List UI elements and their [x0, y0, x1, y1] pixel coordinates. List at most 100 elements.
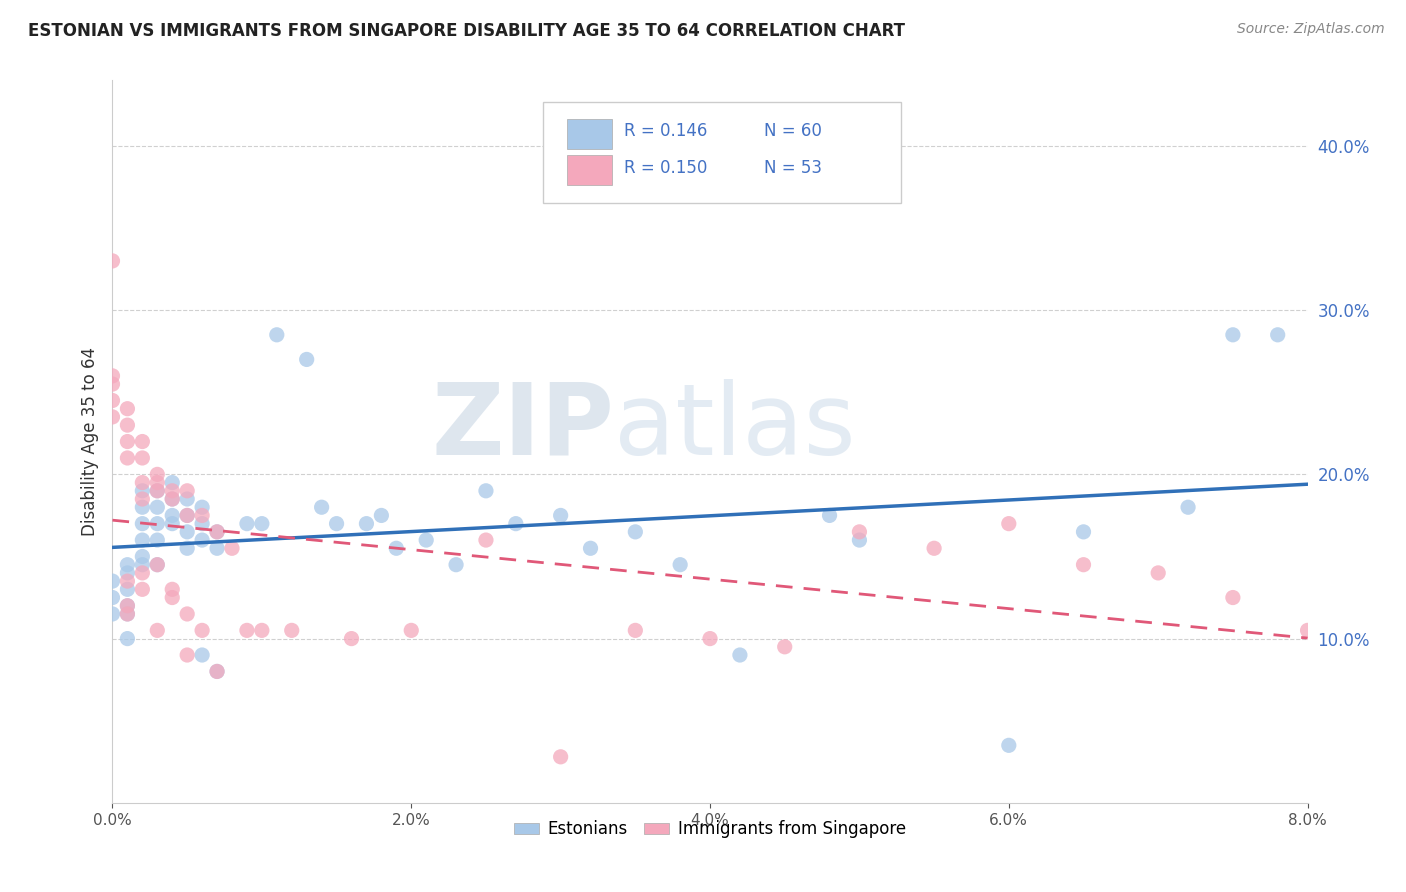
Point: [221, 541, 243, 556]
Point: [550, 508, 572, 523]
Point: [162, 483, 183, 498]
Point: [176, 483, 198, 498]
Point: [773, 640, 796, 654]
Point: [176, 508, 198, 523]
Point: [131, 491, 153, 506]
Point: [818, 508, 841, 523]
Point: [117, 401, 139, 416]
Point: [131, 549, 153, 564]
Point: [848, 533, 870, 547]
Point: [117, 599, 139, 613]
Point: [475, 483, 498, 498]
Point: [505, 516, 527, 531]
Point: [101, 368, 124, 383]
Point: [1073, 524, 1095, 539]
Point: [131, 566, 153, 580]
Point: [176, 607, 198, 621]
Point: [117, 607, 139, 621]
Text: Source: ZipAtlas.com: Source: ZipAtlas.com: [1237, 22, 1385, 37]
Point: [146, 558, 169, 572]
Point: [550, 749, 572, 764]
Point: [250, 516, 273, 531]
Point: [101, 591, 124, 605]
Point: [1147, 566, 1170, 580]
Point: [131, 483, 153, 498]
Point: [311, 500, 333, 515]
Point: [131, 533, 153, 547]
Point: [176, 541, 198, 556]
Point: [191, 508, 214, 523]
Point: [624, 624, 647, 638]
Point: [146, 483, 169, 498]
Point: [117, 582, 139, 597]
Point: [131, 582, 153, 597]
Point: [101, 409, 124, 424]
Point: [1073, 558, 1095, 572]
Point: [1296, 624, 1319, 638]
Point: [624, 524, 647, 539]
Point: [176, 648, 198, 662]
Point: [131, 500, 153, 515]
Point: [117, 566, 139, 580]
Point: [101, 607, 124, 621]
Point: [117, 450, 139, 465]
Point: [325, 516, 347, 531]
Text: ESTONIAN VS IMMIGRANTS FROM SINGAPORE DISABILITY AGE 35 TO 64 CORRELATION CHART: ESTONIAN VS IMMIGRANTS FROM SINGAPORE DI…: [28, 22, 905, 40]
Text: N = 53: N = 53: [763, 160, 823, 178]
Point: [101, 377, 124, 392]
Legend: Estonians, Immigrants from Singapore: Estonians, Immigrants from Singapore: [508, 814, 912, 845]
Point: [146, 483, 169, 498]
Point: [1222, 327, 1244, 342]
Point: [205, 541, 228, 556]
Text: ZIP: ZIP: [432, 378, 614, 475]
Point: [1267, 327, 1289, 342]
FancyBboxPatch shape: [543, 102, 901, 203]
Point: [356, 516, 378, 531]
Point: [131, 475, 153, 490]
Point: [101, 574, 124, 588]
Point: [699, 632, 721, 646]
Point: [191, 624, 214, 638]
Point: [117, 418, 139, 433]
Point: [162, 491, 183, 506]
Point: [370, 508, 392, 523]
Point: [848, 524, 870, 539]
Point: [669, 558, 692, 572]
Point: [205, 665, 228, 679]
Text: R = 0.146: R = 0.146: [624, 122, 707, 140]
Point: [176, 524, 198, 539]
Point: [146, 516, 169, 531]
Point: [117, 632, 139, 646]
Point: [998, 739, 1021, 753]
Text: R = 0.150: R = 0.150: [624, 160, 707, 178]
Point: [444, 558, 467, 572]
Point: [131, 450, 153, 465]
FancyBboxPatch shape: [567, 154, 612, 185]
Point: [205, 524, 228, 539]
Point: [162, 516, 183, 531]
Point: [101, 253, 124, 268]
Point: [236, 516, 259, 531]
Point: [205, 524, 228, 539]
Point: [401, 624, 423, 638]
Point: [1222, 591, 1244, 605]
Point: [728, 648, 751, 662]
Point: [266, 327, 288, 342]
Point: [117, 599, 139, 613]
Point: [176, 508, 198, 523]
Point: [176, 491, 198, 506]
Point: [146, 533, 169, 547]
Point: [236, 624, 259, 638]
Point: [250, 624, 273, 638]
Point: [146, 624, 169, 638]
Point: [146, 500, 169, 515]
Point: [101, 393, 124, 408]
Point: [162, 491, 183, 506]
Point: [131, 516, 153, 531]
Text: atlas: atlas: [614, 378, 856, 475]
Point: [131, 558, 153, 572]
Point: [579, 541, 602, 556]
Point: [415, 533, 437, 547]
Point: [922, 541, 945, 556]
Point: [191, 500, 214, 515]
